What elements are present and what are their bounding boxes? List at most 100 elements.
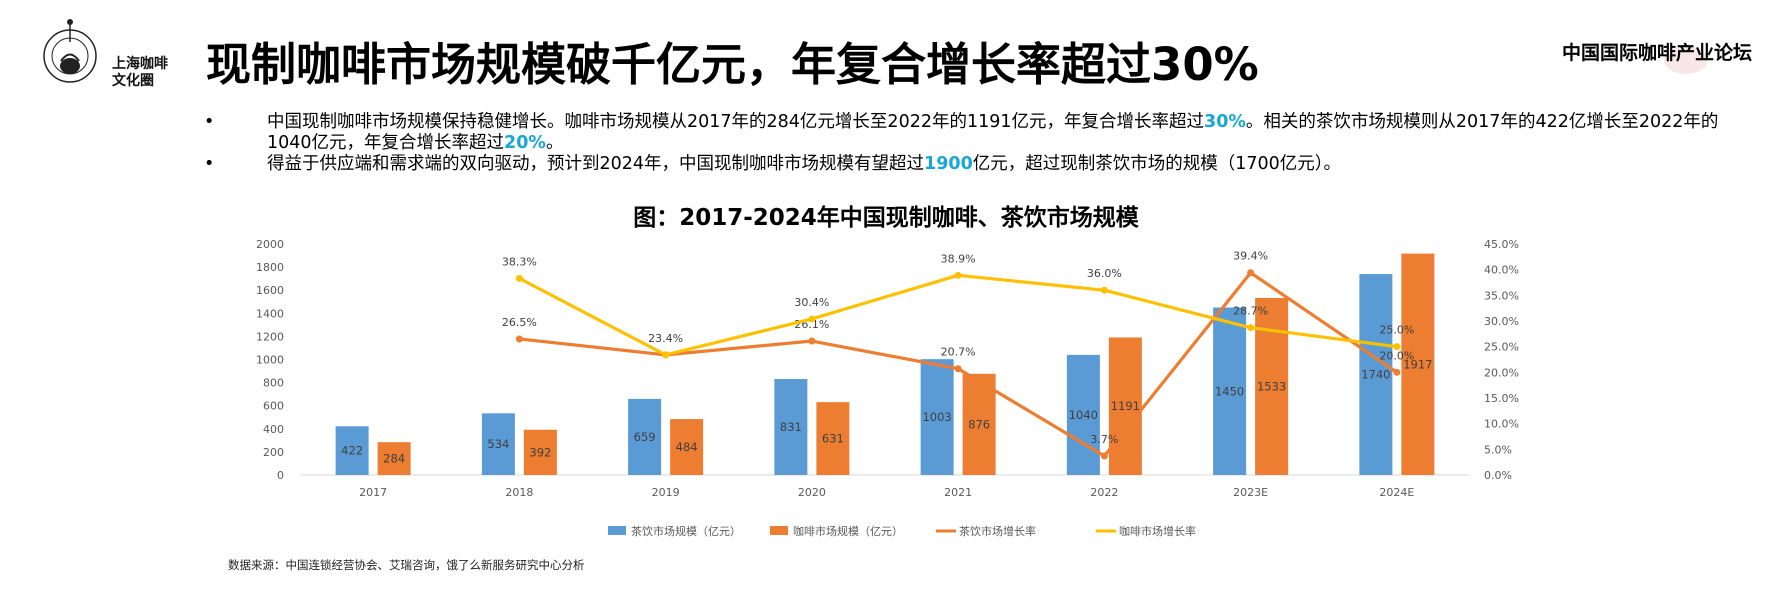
bar (920, 359, 954, 475)
line-data-label: 3.7% (1090, 433, 1118, 446)
legend-label: 咖啡市场增长率 (1119, 524, 1196, 538)
bar (523, 429, 557, 475)
line-point (1100, 452, 1108, 460)
y-tick-label: 1200 (256, 330, 284, 343)
legend-swatch (770, 526, 788, 535)
y2-tick-label: 15.0% (1484, 392, 1519, 405)
y2-tick-label: 35.0% (1484, 289, 1519, 302)
highlight-figure: 30% (1204, 112, 1246, 132)
y2-tick-label: 45.0% (1484, 238, 1519, 251)
logo-line-2: 文化圈 (112, 73, 154, 89)
bullet-item: • 中国现制咖啡市场规模保持稳健增长。咖啡市场规模从2017年的284亿元增长至2… (204, 112, 1745, 154)
x-tick-label: 2023E (1233, 486, 1268, 499)
logo-line-1: 上海咖啡 (112, 56, 168, 72)
bar (1359, 274, 1393, 475)
line-point (808, 315, 816, 323)
y-tick-label: 2000 (256, 238, 284, 251)
bar (1213, 307, 1247, 475)
bar (816, 402, 850, 475)
bar (1401, 253, 1435, 475)
brand-label: 中国国际咖啡产业论坛 (1561, 42, 1752, 64)
x-tick-label: 2018 (505, 486, 533, 499)
line-data-label: 39.4% (1233, 250, 1268, 263)
bar-data-label: 659 (634, 430, 656, 444)
bar (481, 413, 515, 475)
bar-data-label: 422 (341, 444, 363, 458)
legend-label: 茶饮市场规模（亿元） (631, 524, 741, 538)
y-tick-label: 1400 (256, 307, 284, 320)
y-tick-label: 1600 (256, 284, 284, 297)
bullet-text: 。 (545, 133, 564, 153)
bar (670, 419, 704, 475)
bar (377, 442, 411, 475)
bullet-text: 中国现制咖啡市场规模保持稳健增长。咖啡市场规模从2017年的284亿元增长至20… (267, 112, 1205, 132)
bar-data-label: 876 (968, 417, 990, 431)
bar (962, 373, 996, 475)
line-data-label: 20.7% (941, 346, 976, 359)
line-data-label: 23.4% (648, 332, 683, 345)
shanghai-coffee-culture-logo (43, 19, 97, 83)
chart-title: 图：2017-2024年中国现制咖啡、茶饮市场规模 (633, 205, 1139, 231)
bar-data-label: 392 (529, 445, 551, 459)
bar-data-label: 1917 (1403, 357, 1432, 371)
line-data-label: 36.0% (1087, 267, 1122, 280)
y2-tick-label: 5.0% (1484, 443, 1512, 456)
bar-data-label: 1740 (1361, 368, 1390, 382)
y-tick-label: 400 (263, 423, 284, 436)
line-data-label: 25.0% (1379, 324, 1414, 337)
line-point (1100, 286, 1108, 294)
bar-data-label: 831 (780, 420, 802, 434)
x-tick-label: 2019 (652, 486, 680, 499)
bar-data-label: 1450 (1215, 384, 1244, 398)
line-data-label: 38.9% (941, 252, 976, 265)
line-point (662, 351, 670, 359)
page-title: 现制咖啡市场规模破千亿元，年复合增长率超过30% (206, 38, 1259, 91)
bar-data-label: 631 (822, 432, 844, 446)
line-point (515, 274, 523, 282)
bullet-text: 。相关的茶饮市场规模则从2017年的422亿增长至2022年的1040亿元，年复… (267, 112, 1719, 153)
x-tick-label: 2017 (359, 486, 387, 499)
legend-swatch (608, 526, 626, 535)
y-tick-label: 800 (263, 377, 284, 390)
bar (1066, 354, 1100, 475)
bullet-text: 亿元，超过现制茶饮市场的规模（1700亿元）。 (972, 154, 1342, 174)
line-point (1247, 324, 1255, 332)
highlight-figure: 1900 (924, 154, 973, 174)
line-point (808, 337, 816, 345)
bar (1108, 337, 1142, 475)
y2-tick-label: 30.0% (1484, 315, 1519, 328)
line-data-label: 38.3% (502, 255, 537, 268)
line-data-label: 26.5% (502, 316, 537, 329)
y2-tick-label: 0.0% (1484, 469, 1512, 482)
bar-data-label: 1533 (1257, 379, 1286, 393)
bullet-dot: • (204, 154, 215, 174)
x-tick-label: 2024E (1379, 486, 1414, 499)
line-point (1393, 343, 1401, 351)
bar-data-label: 1040 (1069, 408, 1098, 422)
bullet-dot: • (204, 112, 215, 132)
y2-tick-label: 25.0% (1484, 341, 1519, 354)
bullet-text: 得益于供应端和需求端的双向驱动，预计到2024年，中国现制咖啡市场规模有望超过 (267, 154, 925, 174)
line-point (1393, 368, 1401, 376)
y2-tick-label: 10.0% (1484, 418, 1519, 431)
y-tick-label: 1000 (256, 354, 284, 367)
line-data-label: 20.0% (1379, 349, 1414, 362)
line-point (954, 365, 962, 373)
y-tick-label: 0 (277, 469, 284, 482)
bar-data-label: 1191 (1111, 399, 1140, 413)
bar-data-label: 484 (676, 440, 698, 454)
logo-caption: 上海咖啡 文化圈 (112, 56, 168, 90)
bar-data-label: 534 (487, 437, 509, 451)
bar (774, 379, 808, 475)
line-point (954, 271, 962, 279)
legend-label: 茶饮市场增长率 (959, 524, 1036, 538)
x-tick-label: 2021 (944, 486, 972, 499)
data-source-note: 数据来源：中国连锁经营协会、艾瑞咨询，饿了么新服务研究中心分析 (228, 558, 585, 572)
line-point (515, 335, 523, 343)
line-data-label: 30.4% (794, 296, 829, 309)
bullet-list: • 中国现制咖啡市场规模保持稳健增长。咖啡市场规模从2017年的284亿元增长至2… (204, 112, 1745, 175)
y2-tick-label: 20.0% (1484, 366, 1519, 379)
y-tick-label: 200 (263, 446, 284, 459)
line-data-label: 28.7% (1233, 305, 1268, 318)
